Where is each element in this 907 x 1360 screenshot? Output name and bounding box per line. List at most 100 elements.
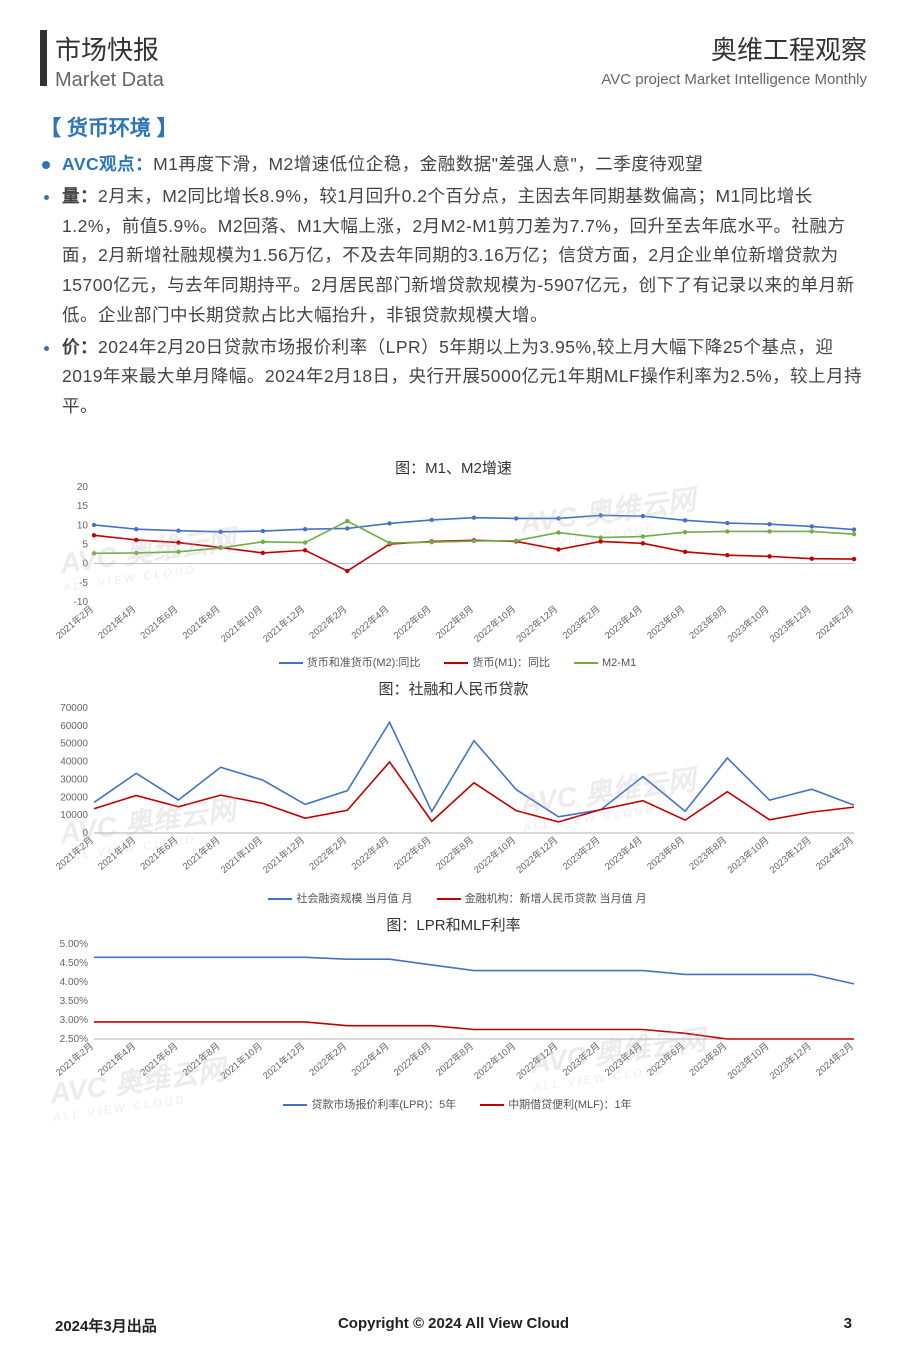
section-title: 【 货币环境 】: [40, 112, 867, 142]
svg-text:2023年12月: 2023年12月: [767, 603, 814, 645]
svg-text:2023年4月: 2023年4月: [602, 1040, 645, 1078]
bullet-volume-text: 2月末，M2同比增长8.9%，较1月回升0.2个百分点，主因去年同期基数偏高；M…: [62, 186, 855, 325]
svg-text:3.00%: 3.00%: [59, 1015, 87, 1026]
svg-text:2021年6月: 2021年6月: [137, 603, 180, 641]
svg-text:2021年10月: 2021年10月: [218, 834, 265, 876]
svg-text:2021年10月: 2021年10月: [218, 603, 265, 645]
svg-text:2022年12月: 2022年12月: [513, 1040, 560, 1082]
bullet-volume: 量：2月末，M2同比增长8.9%，较1月回升0.2个百分点，主因去年同期基数偏高…: [40, 182, 867, 331]
svg-text:4.00%: 4.00%: [59, 977, 87, 988]
svg-text:2021年4月: 2021年4月: [95, 834, 138, 872]
svg-text:2022年2月: 2022年2月: [306, 603, 349, 641]
svg-text:2021年2月: 2021年2月: [53, 834, 96, 872]
chart1-legend: 货币和准货币(M2):同比货币(M1)：同比M2-M1: [40, 654, 867, 670]
page-header: 市场快报 Market Data 奥维工程观察 AVC project Mark…: [40, 30, 867, 92]
chart-m1m2: 图：M1、M2增速 -10-5051015202021年2月2021年4月202…: [40, 457, 867, 670]
title-en: Market Data: [55, 69, 164, 92]
svg-text:2022年4月: 2022年4月: [348, 1040, 391, 1078]
chart-social-loan: 图：社融和人民币贷款 01000020000300004000050000600…: [40, 678, 867, 906]
svg-text:2023年6月: 2023年6月: [644, 603, 687, 641]
svg-text:2021年12月: 2021年12月: [260, 834, 307, 876]
svg-text:20: 20: [76, 482, 88, 493]
chart3-svg: 2.50%3.00%3.50%4.00%4.50%5.00%2021年2月202…: [44, 939, 864, 1094]
svg-text:2023年2月: 2023年2月: [560, 834, 603, 872]
chart2-legend: 社会融资规模 当月值 月金融机构：新增人民币贷款 当月值 月: [40, 890, 867, 906]
svg-text:2023年8月: 2023年8月: [686, 1040, 729, 1078]
svg-text:2022年10月: 2022年10月: [471, 1040, 518, 1082]
svg-text:30000: 30000: [60, 774, 88, 785]
svg-text:10000: 10000: [60, 810, 88, 821]
bullet-avc-text: M1再度下滑，M2增速低位企稳，金融数据"差强人意"，二季度待观望: [153, 154, 703, 174]
svg-text:2023年10月: 2023年10月: [724, 603, 771, 645]
brand-cn: 奥维工程观察: [601, 30, 867, 67]
svg-text:10: 10: [76, 520, 88, 531]
svg-text:20000: 20000: [60, 792, 88, 803]
svg-text:2023年6月: 2023年6月: [644, 834, 687, 872]
svg-text:2023年6月: 2023年6月: [644, 1040, 687, 1078]
bullet-price-text: 2024年2月20日贷款市场报价利率（LPR）5年期以上为3.95%,较上月大幅…: [62, 337, 862, 417]
accent-bar: [40, 30, 47, 86]
svg-text:2022年2月: 2022年2月: [306, 1040, 349, 1078]
svg-text:40000: 40000: [60, 756, 88, 767]
svg-text:2022年8月: 2022年8月: [433, 834, 476, 872]
svg-text:2022年6月: 2022年6月: [391, 1040, 434, 1078]
svg-text:2022年6月: 2022年6月: [391, 834, 434, 872]
svg-text:2021年10月: 2021年10月: [218, 1040, 265, 1082]
svg-text:2021年4月: 2021年4月: [95, 1040, 138, 1078]
svg-text:2021年8月: 2021年8月: [180, 1040, 223, 1078]
svg-text:2023年12月: 2023年12月: [767, 834, 814, 876]
svg-text:60000: 60000: [60, 721, 88, 732]
svg-text:-5: -5: [79, 578, 88, 589]
svg-text:2.50%: 2.50%: [59, 1034, 87, 1045]
svg-text:2022年12月: 2022年12月: [513, 834, 560, 876]
svg-text:2021年8月: 2021年8月: [180, 603, 223, 641]
footer-center: Copyright © 2024 All View Cloud: [0, 1315, 907, 1332]
svg-text:15: 15: [76, 501, 88, 512]
svg-text:2023年10月: 2023年10月: [724, 834, 771, 876]
svg-text:2021年2月: 2021年2月: [53, 603, 96, 641]
svg-text:3.50%: 3.50%: [59, 996, 87, 1007]
chart2-title: 图：社融和人民币贷款: [40, 678, 867, 699]
svg-text:2023年12月: 2023年12月: [767, 1040, 814, 1082]
svg-text:0: 0: [82, 558, 88, 569]
chart3-title: 图：LPR和MLF利率: [40, 914, 867, 935]
svg-text:2021年12月: 2021年12月: [260, 1040, 307, 1082]
svg-text:2023年2月: 2023年2月: [560, 1040, 603, 1078]
svg-text:2023年4月: 2023年4月: [602, 603, 645, 641]
bullet-avc-label: AVC观点：: [62, 154, 153, 174]
svg-text:2022年2月: 2022年2月: [306, 834, 349, 872]
brand-en: AVC project Market Intelligence Monthly: [601, 71, 867, 88]
bullet-volume-label: 量：: [62, 186, 98, 206]
bullet-avc: AVC观点：M1再度下滑，M2增速低位企稳，金融数据"差强人意"，二季度待观望: [40, 150, 867, 180]
svg-text:2023年2月: 2023年2月: [560, 603, 603, 641]
bullet-price-label: 价：: [62, 337, 98, 357]
svg-text:2021年4月: 2021年4月: [95, 603, 138, 641]
svg-text:2022年10月: 2022年10月: [471, 603, 518, 645]
svg-text:70000: 70000: [60, 703, 88, 714]
svg-text:50000: 50000: [60, 738, 88, 749]
svg-text:2021年12月: 2021年12月: [260, 603, 307, 645]
bullet-price: 价：2024年2月20日贷款市场报价利率（LPR）5年期以上为3.95%,较上月…: [40, 333, 867, 422]
chart-lpr-mlf: 图：LPR和MLF利率 2.50%3.00%3.50%4.00%4.50%5.0…: [40, 914, 867, 1112]
svg-text:2021年6月: 2021年6月: [137, 1040, 180, 1078]
title-cn: 市场快报: [55, 30, 164, 67]
bullet-list: AVC观点：M1再度下滑，M2增速低位企稳，金融数据"差强人意"，二季度待观望 …: [40, 150, 867, 422]
svg-text:2024年2月: 2024年2月: [813, 1040, 856, 1078]
chart2-svg: 0100002000030000400005000060000700002021…: [44, 703, 864, 888]
svg-text:2023年8月: 2023年8月: [686, 603, 729, 641]
svg-text:2021年6月: 2021年6月: [137, 834, 180, 872]
svg-text:2022年12月: 2022年12月: [513, 603, 560, 645]
svg-text:2021年8月: 2021年8月: [180, 834, 223, 872]
svg-text:2021年2月: 2021年2月: [53, 1040, 96, 1078]
page-footer: 2024年3月出品 Copyright © 2024 All View Clou…: [0, 1315, 907, 1336]
svg-text:2023年10月: 2023年10月: [724, 1040, 771, 1082]
svg-text:2024年2月: 2024年2月: [813, 834, 856, 872]
svg-text:2022年6月: 2022年6月: [391, 603, 434, 641]
chart1-svg: -10-5051015202021年2月2021年4月2021年6月2021年8…: [44, 482, 864, 652]
chart3-legend: 贷款市场报价利率(LPR)：5年中期借贷便利(MLF)：1年: [40, 1096, 867, 1112]
svg-text:2023年8月: 2023年8月: [686, 834, 729, 872]
svg-text:2022年10月: 2022年10月: [471, 834, 518, 876]
svg-text:2022年4月: 2022年4月: [348, 603, 391, 641]
svg-text:2022年8月: 2022年8月: [433, 603, 476, 641]
svg-text:5: 5: [82, 539, 88, 550]
